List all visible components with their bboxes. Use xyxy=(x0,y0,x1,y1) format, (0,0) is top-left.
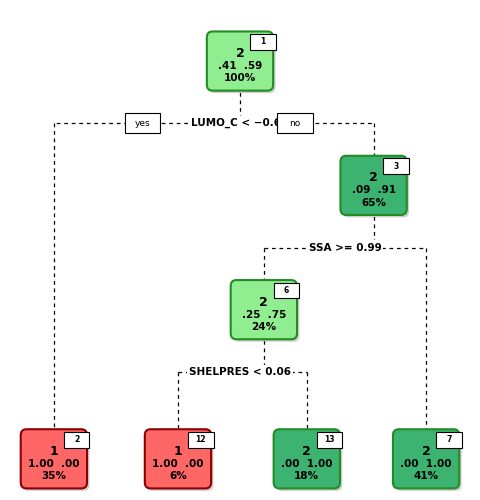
Text: 2: 2 xyxy=(422,445,431,458)
FancyBboxPatch shape xyxy=(21,429,87,488)
FancyBboxPatch shape xyxy=(250,34,276,50)
Text: 7: 7 xyxy=(446,435,452,444)
Text: 2: 2 xyxy=(74,435,79,444)
Text: yes: yes xyxy=(134,118,150,128)
FancyBboxPatch shape xyxy=(147,432,214,491)
FancyBboxPatch shape xyxy=(274,282,300,298)
FancyBboxPatch shape xyxy=(340,156,407,215)
Text: 41%: 41% xyxy=(414,471,439,481)
FancyBboxPatch shape xyxy=(188,432,214,448)
Text: 2: 2 xyxy=(260,296,268,308)
Text: .00  1.00: .00 1.00 xyxy=(281,459,333,469)
FancyBboxPatch shape xyxy=(277,114,312,133)
Text: SHELPRES < 0.06: SHELPRES < 0.06 xyxy=(189,367,291,377)
FancyBboxPatch shape xyxy=(396,432,462,491)
Text: 2: 2 xyxy=(302,445,311,458)
Text: 24%: 24% xyxy=(252,322,276,332)
FancyBboxPatch shape xyxy=(274,429,340,488)
FancyBboxPatch shape xyxy=(384,158,409,174)
FancyBboxPatch shape xyxy=(124,114,160,133)
Text: 100%: 100% xyxy=(224,74,256,84)
FancyBboxPatch shape xyxy=(231,280,297,340)
FancyBboxPatch shape xyxy=(343,158,409,218)
FancyBboxPatch shape xyxy=(209,34,276,93)
Text: no: no xyxy=(289,118,300,128)
Text: .00  1.00: .00 1.00 xyxy=(400,459,452,469)
Text: 1.00  .00: 1.00 .00 xyxy=(28,459,80,469)
Text: 35%: 35% xyxy=(41,471,66,481)
Text: 12: 12 xyxy=(195,435,206,444)
FancyBboxPatch shape xyxy=(207,32,273,90)
Text: 1: 1 xyxy=(174,445,182,458)
Text: 3: 3 xyxy=(394,162,399,170)
FancyBboxPatch shape xyxy=(393,429,459,488)
Text: 1: 1 xyxy=(49,445,58,458)
FancyBboxPatch shape xyxy=(317,432,342,448)
Text: 13: 13 xyxy=(324,435,335,444)
Text: 2: 2 xyxy=(236,47,244,60)
FancyBboxPatch shape xyxy=(64,432,89,448)
Text: SSA >= 0.99: SSA >= 0.99 xyxy=(309,242,382,252)
Text: 65%: 65% xyxy=(361,198,386,208)
Text: 1: 1 xyxy=(260,38,265,46)
Text: 6: 6 xyxy=(284,286,289,295)
Text: .09  .91: .09 .91 xyxy=(352,186,396,196)
Text: 1.00  .00: 1.00 .00 xyxy=(152,459,204,469)
FancyBboxPatch shape xyxy=(23,432,89,491)
FancyBboxPatch shape xyxy=(145,429,211,488)
Text: .41  .59: .41 .59 xyxy=(218,61,262,71)
FancyBboxPatch shape xyxy=(436,432,462,448)
Text: LUMO_C < −0.61: LUMO_C < −0.61 xyxy=(192,118,288,128)
FancyBboxPatch shape xyxy=(233,282,300,342)
Text: 6%: 6% xyxy=(169,471,187,481)
Text: .25  .75: .25 .75 xyxy=(241,310,286,320)
Text: 2: 2 xyxy=(369,172,378,184)
Text: 18%: 18% xyxy=(294,471,319,481)
FancyBboxPatch shape xyxy=(276,432,342,491)
